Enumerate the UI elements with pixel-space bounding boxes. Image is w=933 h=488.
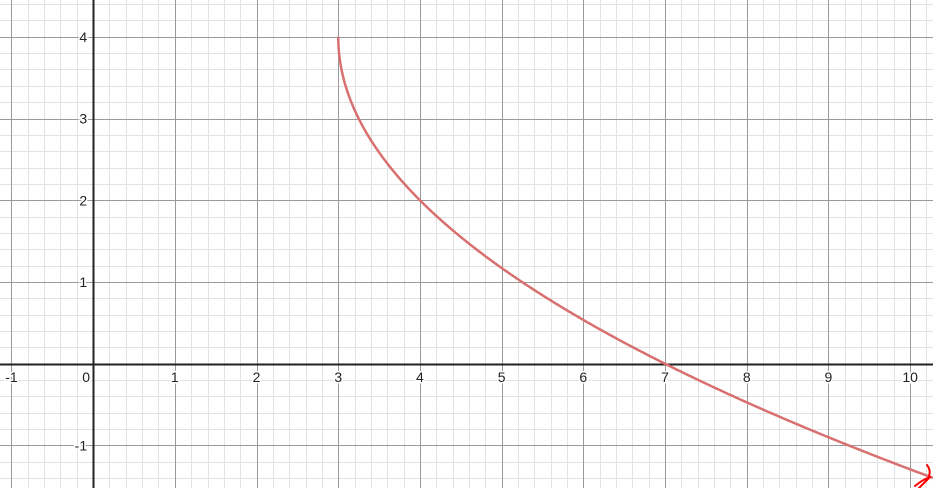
x-tick-label: 9	[825, 369, 833, 385]
x-tick-label: 7	[661, 369, 669, 385]
x-tick-label: 3	[334, 369, 342, 385]
y-tick-label: 1	[79, 274, 87, 290]
y-tick-label: 3	[79, 111, 87, 127]
y-tick-label: -1	[75, 437, 88, 453]
red-arrow-annotation	[914, 464, 931, 488]
x-tick-label: 4	[416, 369, 424, 385]
x-tick-label: 0	[82, 369, 90, 385]
tick-labels: -1 0 1 2 3 4 5 6 7 8 9 10 -1 1 2 3 4	[4, 27, 920, 455]
y-tick-label: 4	[79, 29, 87, 45]
x-tick-label: 10	[902, 369, 918, 385]
x-tick-label: 6	[579, 369, 587, 385]
x-tick-label: 2	[253, 369, 261, 385]
x-tick-label: -1	[5, 369, 18, 385]
series-curve	[336, 36, 933, 480]
x-tick-label: 8	[743, 369, 751, 385]
y-tick-label: 2	[79, 192, 87, 208]
x-tick-label: 1	[171, 369, 179, 385]
x-tick-label: 5	[498, 369, 506, 385]
